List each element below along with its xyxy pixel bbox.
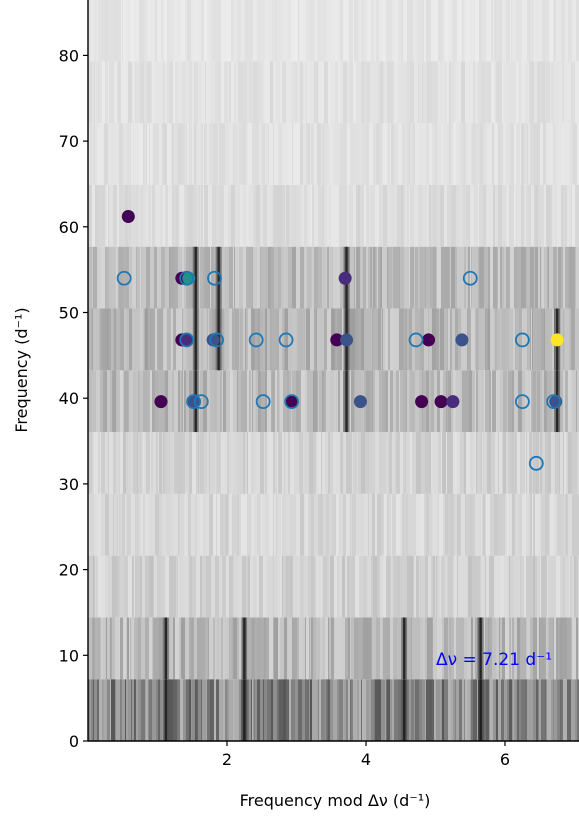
open-point xyxy=(408,332,424,348)
y-tick-label: 10 xyxy=(59,646,79,665)
open-point xyxy=(255,394,271,410)
filled-point xyxy=(434,395,448,409)
data-markers xyxy=(116,210,564,471)
open-point xyxy=(193,394,209,410)
echelle-strip xyxy=(88,246,579,309)
x-tick-label: 2 xyxy=(222,750,232,769)
open-point xyxy=(528,455,544,471)
filled-point xyxy=(154,395,168,409)
filled-point xyxy=(340,333,354,347)
echelle-strip xyxy=(88,184,579,247)
filled-point xyxy=(206,333,220,347)
echelle-strip xyxy=(88,555,579,618)
x-tick-label: 6 xyxy=(500,750,510,769)
filled-point xyxy=(338,271,352,285)
echelle-strip xyxy=(88,0,579,62)
echelle-strip xyxy=(88,432,579,494)
open-point xyxy=(284,394,300,410)
filled-point xyxy=(415,395,429,409)
echelle-strip xyxy=(88,679,579,741)
open-point xyxy=(116,270,132,286)
y-tick-label: 50 xyxy=(59,304,79,323)
filled-point xyxy=(550,333,564,347)
open-point xyxy=(207,270,222,286)
open-point xyxy=(209,332,224,348)
filled-point xyxy=(353,395,367,409)
open-point xyxy=(514,394,530,410)
y-tick-label: 20 xyxy=(59,561,79,580)
y-tick-label: 70 xyxy=(59,132,79,151)
y-tick-label: 80 xyxy=(59,46,79,65)
y-tick-label: 60 xyxy=(59,218,79,237)
echelle-strip xyxy=(88,493,579,556)
y-tick-label: 30 xyxy=(59,475,79,494)
open-point xyxy=(186,394,202,410)
x-axis-label: Frequency mod Δν (d⁻¹) xyxy=(240,791,431,810)
echelle-background xyxy=(88,0,579,741)
filled-point xyxy=(330,333,344,347)
y-tick-label: 40 xyxy=(59,389,79,408)
open-point xyxy=(546,394,562,410)
filled-point xyxy=(455,333,469,347)
y-tick-label: 0 xyxy=(69,732,79,751)
filled-point xyxy=(284,395,298,409)
open-point xyxy=(179,270,195,286)
filled-point xyxy=(422,333,436,347)
open-point xyxy=(514,332,530,348)
filled-point xyxy=(446,395,460,409)
echelle-strip xyxy=(88,617,579,680)
y-axis-label: Frequency (d⁻¹) xyxy=(12,307,31,432)
echelle-strip xyxy=(88,123,579,185)
echelle-strip xyxy=(88,61,579,124)
open-point xyxy=(462,270,478,286)
filled-point xyxy=(121,210,135,224)
axes: 0 10 20 30 40 50 60 70 80 2 4 6 xyxy=(59,0,579,769)
open-point xyxy=(179,332,195,348)
filled-point xyxy=(180,333,194,347)
x-tick-label: 4 xyxy=(361,750,371,769)
open-point xyxy=(248,332,264,348)
open-point xyxy=(278,332,294,348)
delta-nu-annotation: Δν = 7.21 d⁻¹ xyxy=(436,650,552,670)
